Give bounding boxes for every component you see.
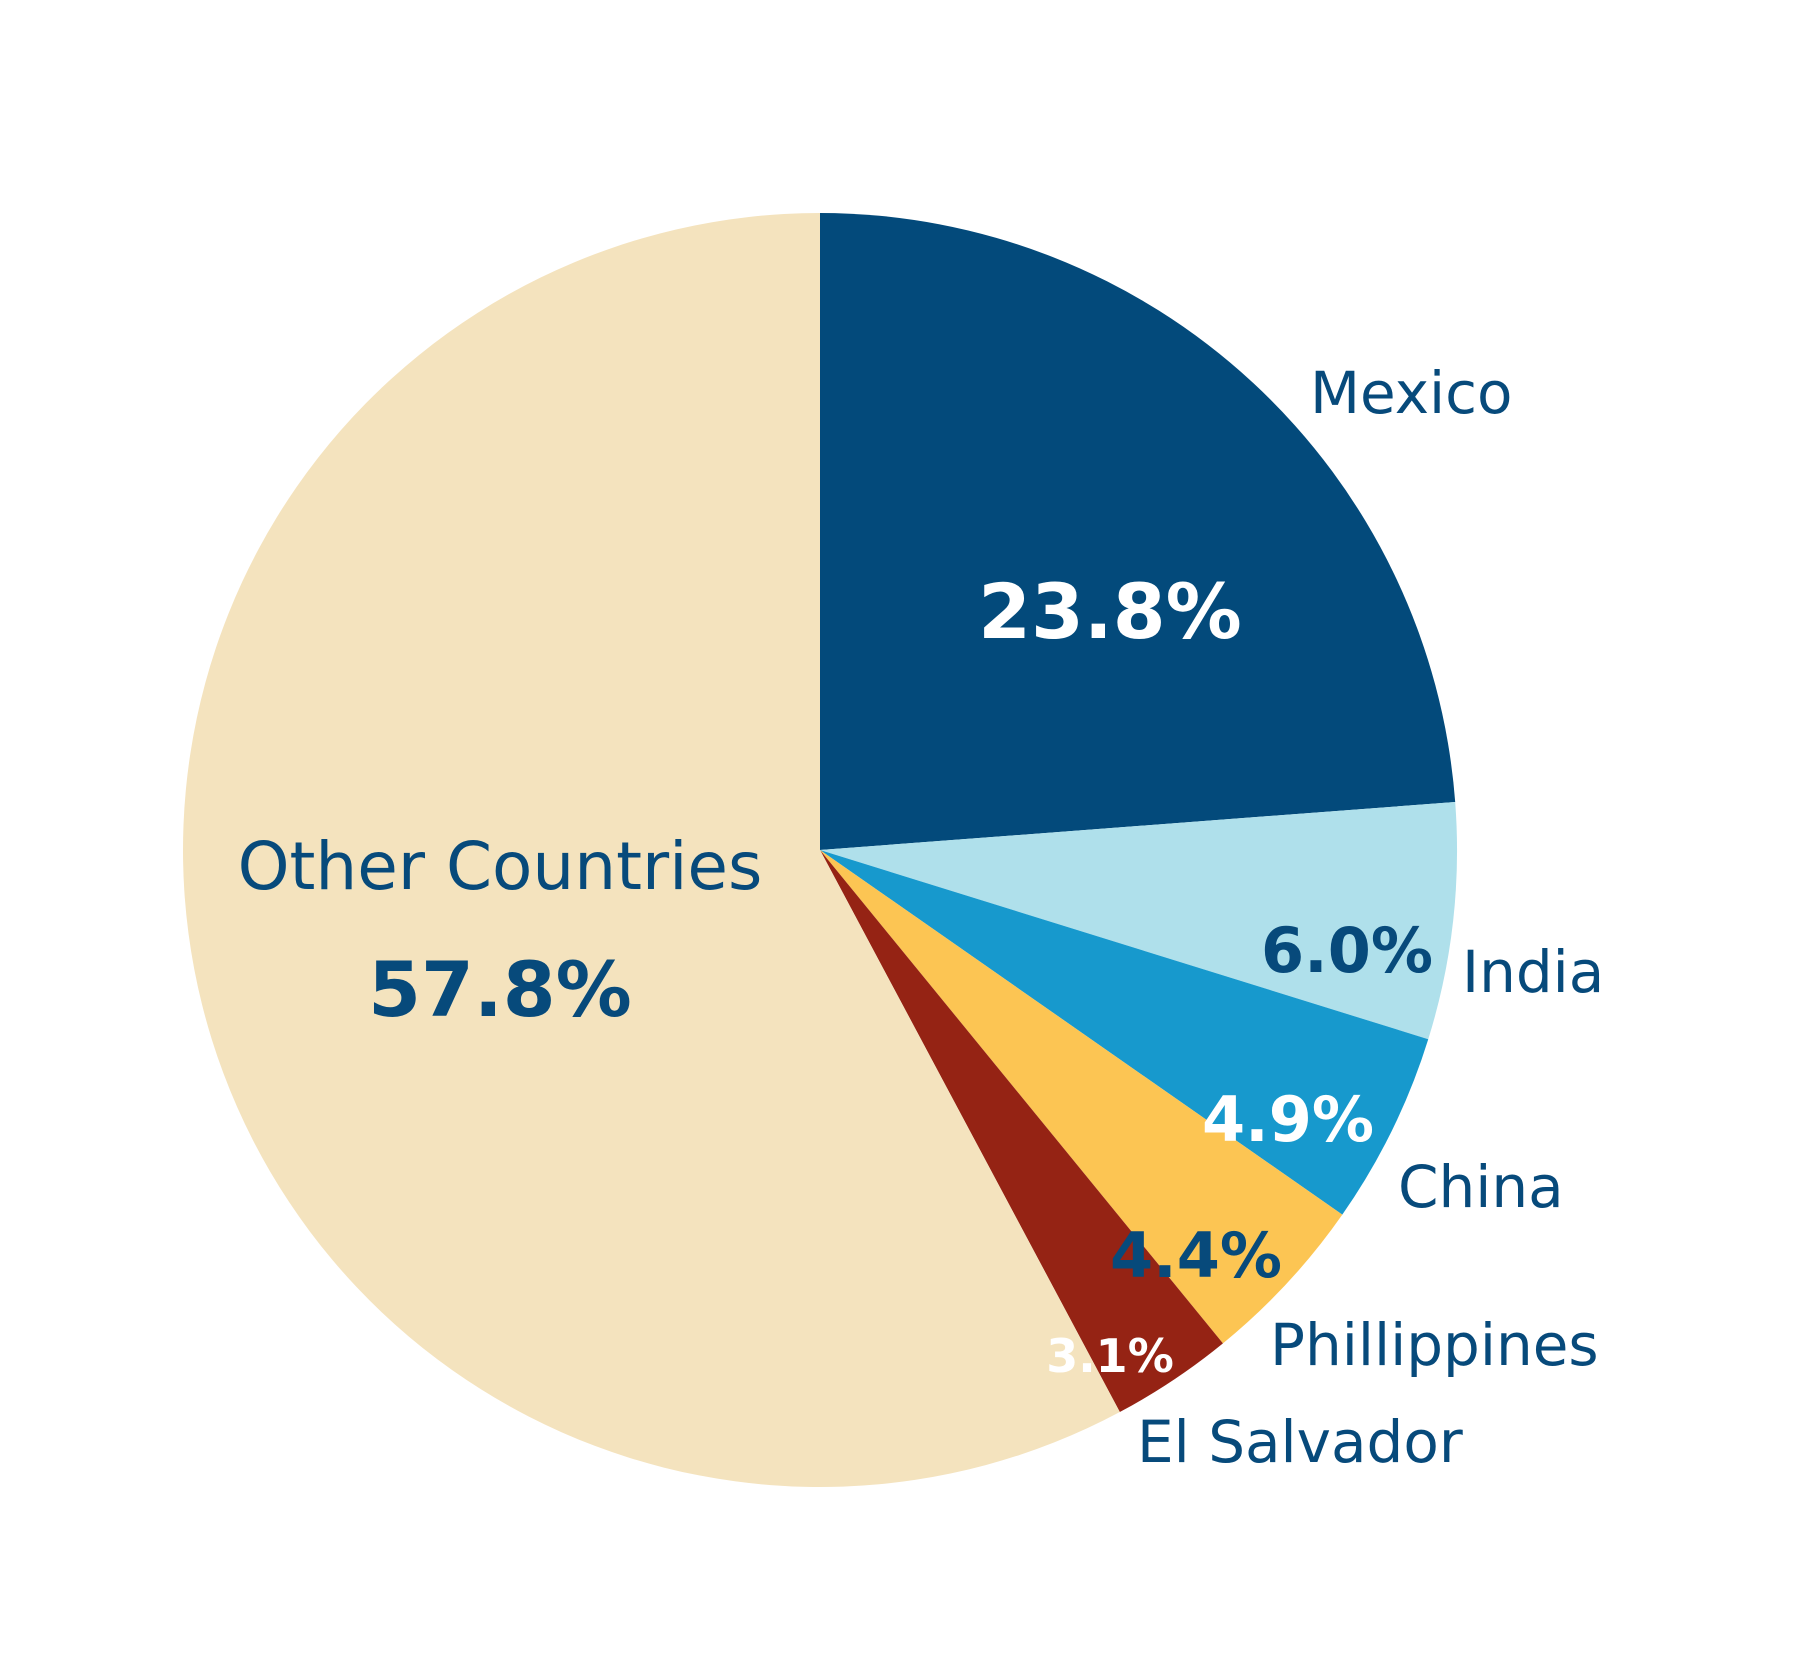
pie-slice-phillippines	[820, 850, 1343, 1344]
slice-label-el-salvador: El Salvador	[1137, 1408, 1463, 1476]
slice-label-phillippines: Phillippines	[1270, 1311, 1599, 1379]
slice-value-phillippines: 4.4%	[1110, 1219, 1282, 1292]
pie-slice-india	[820, 802, 1457, 1040]
slice-label-india: India	[1462, 938, 1604, 1006]
slice-value-mexico: 23.8%	[978, 567, 1242, 656]
pie-slice-el-salvador	[820, 850, 1223, 1413]
pie-slices	[183, 213, 1457, 1487]
slice-value-india: 6.0%	[1261, 914, 1433, 987]
slice-value-el-salvador: 3.1%	[1046, 1329, 1174, 1383]
pie-slice-other-countries	[183, 213, 1120, 1487]
slice-value-china: 4.9%	[1202, 1083, 1374, 1156]
pie-slice-mexico	[820, 213, 1456, 850]
slice-value-other-countries: 57.8%	[368, 945, 632, 1034]
slice-label-china: China	[1398, 1153, 1564, 1221]
pie-slice-china	[820, 850, 1429, 1215]
slice-label-other-countries: Other Countries	[238, 828, 763, 905]
slice-label-mexico: Mexico	[1310, 359, 1513, 427]
